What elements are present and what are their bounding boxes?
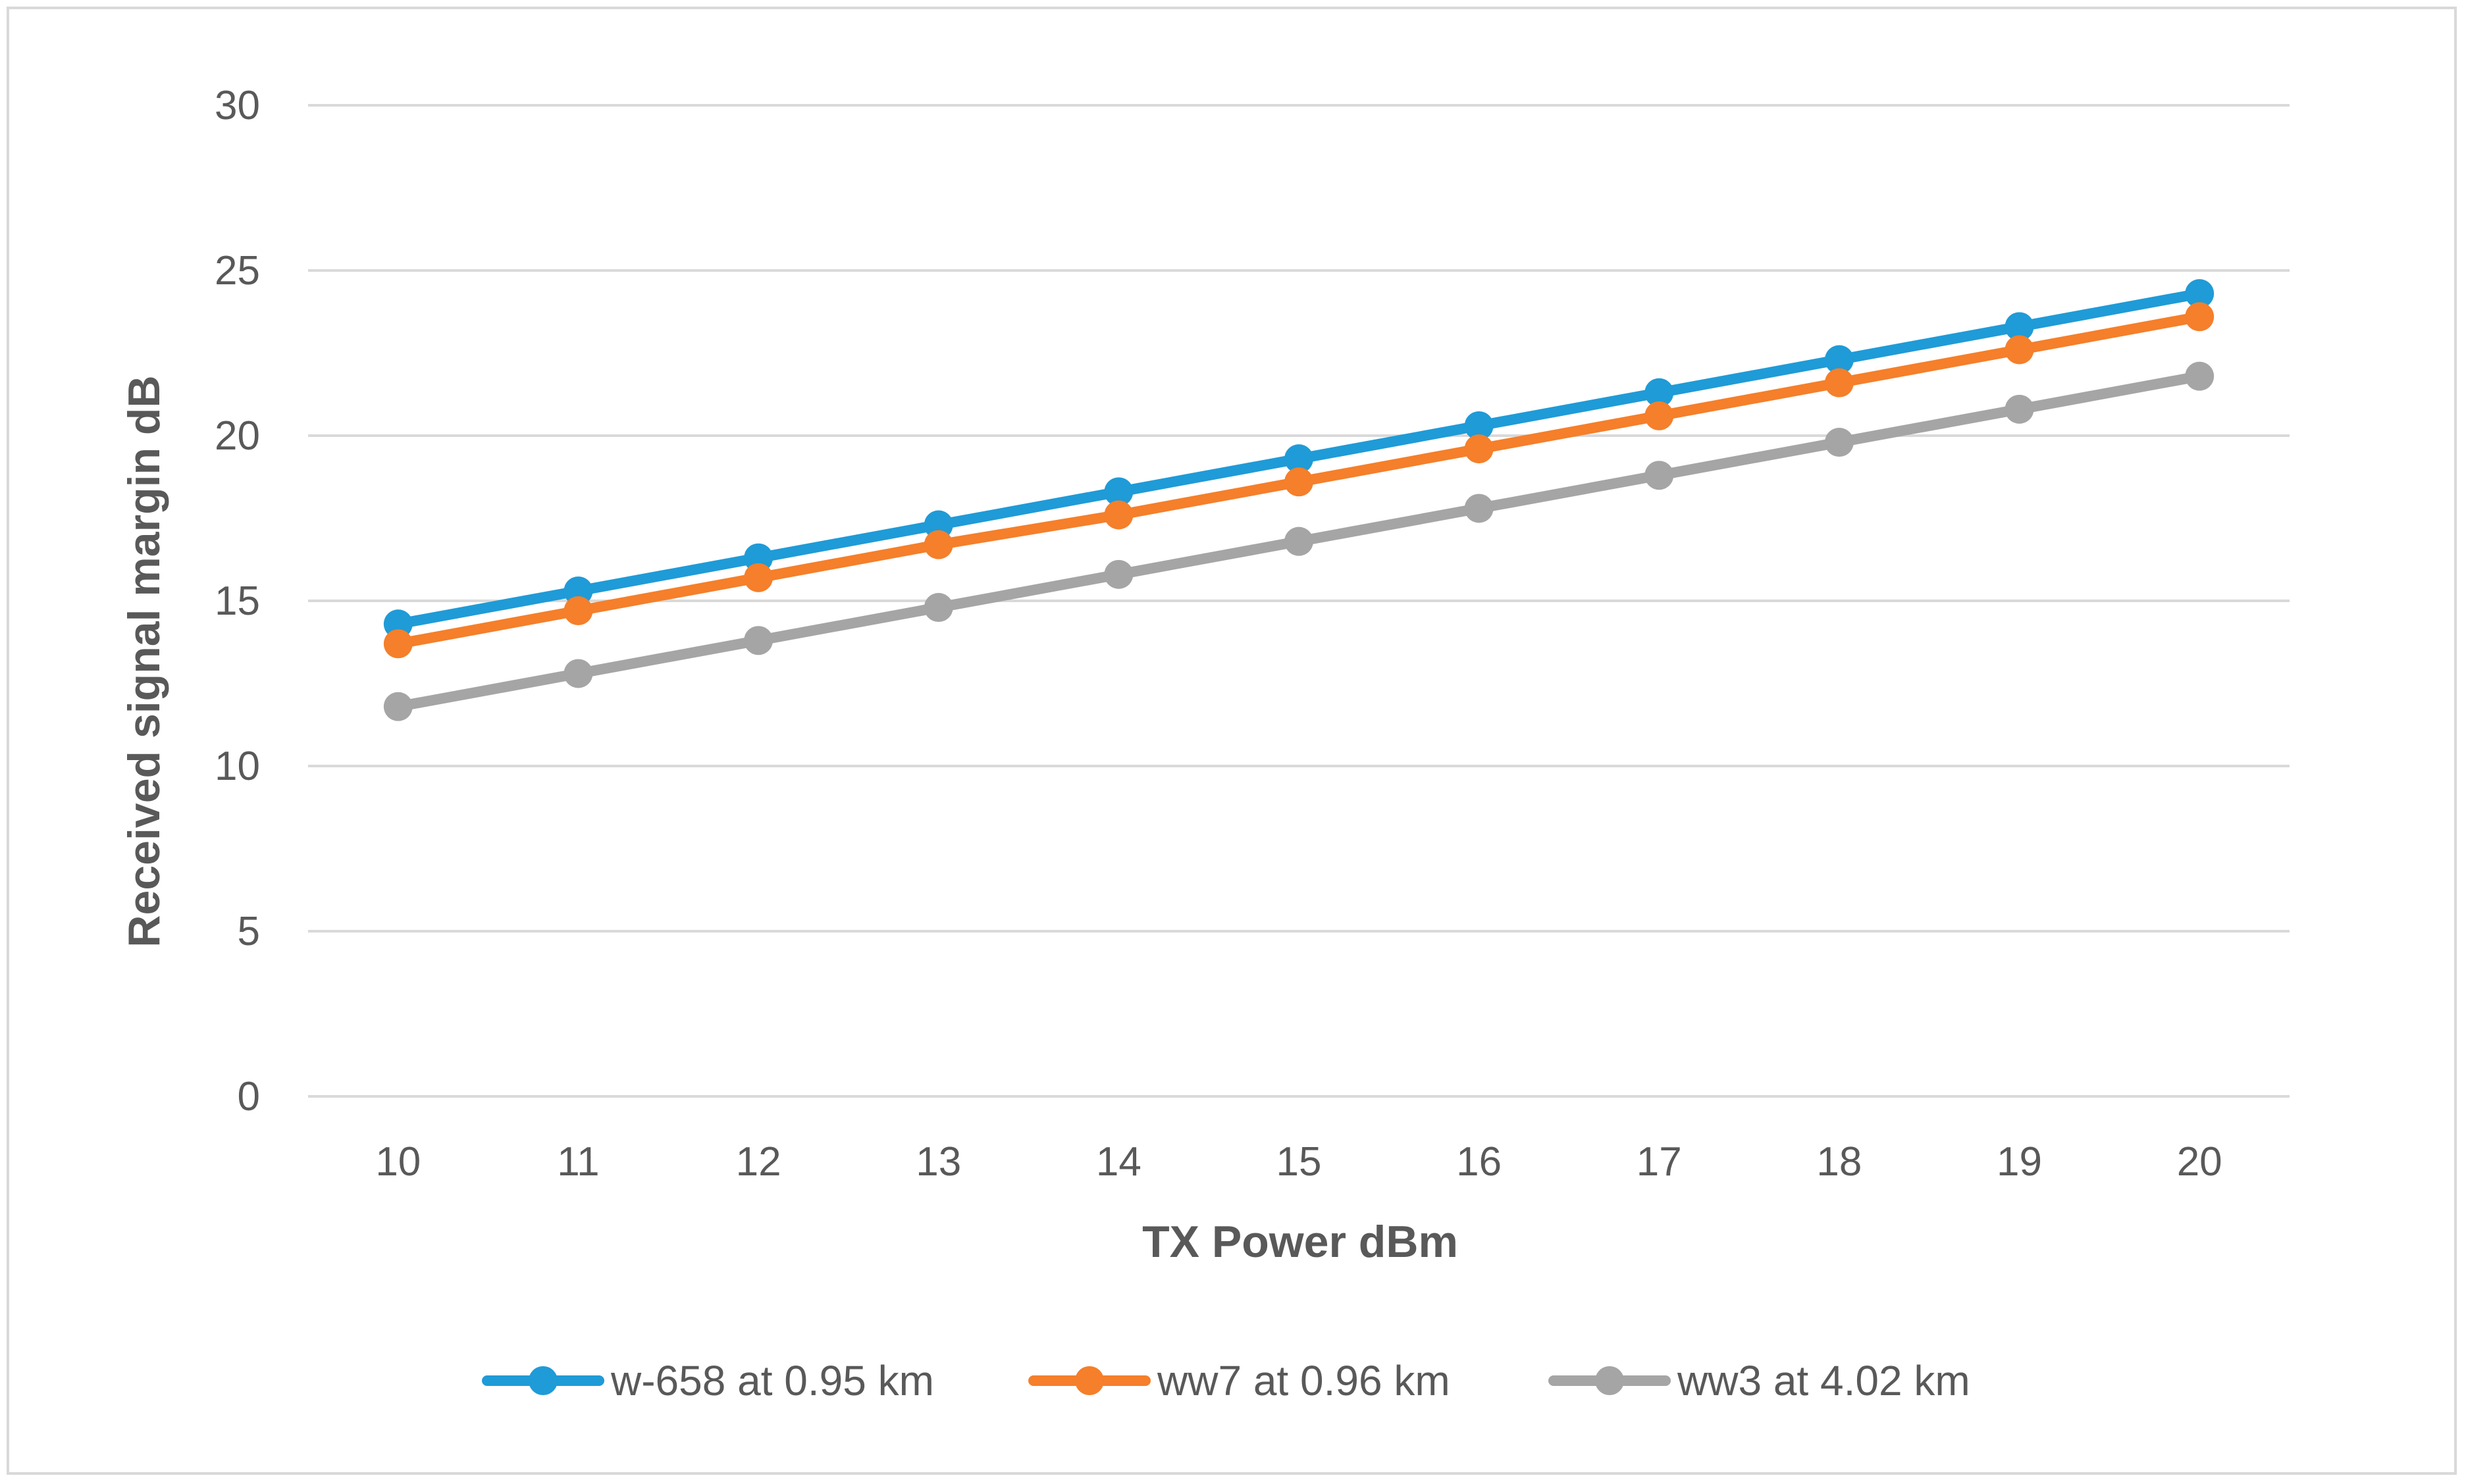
data-point [1824, 345, 1854, 374]
y-tick-label: 15 [215, 578, 260, 624]
y-tick-label: 30 [215, 83, 260, 128]
data-point [2005, 394, 2034, 424]
x-axis-title: TX Power dBm [1142, 1217, 1458, 1267]
x-tick-label: 10 [375, 1139, 421, 1185]
chart-frame [7, 7, 2457, 1475]
series-lines [383, 279, 2215, 721]
legend-item: ww7 at 0.96 km [1028, 1357, 1450, 1404]
data-point [744, 543, 774, 573]
data-point [2185, 279, 2215, 309]
data-point [1464, 411, 1494, 440]
data-point [383, 692, 413, 721]
x-tick-label: 15 [1276, 1139, 1322, 1185]
legend-item: ww3 at 4.02 km [1548, 1357, 1970, 1404]
data-point [1644, 401, 1674, 430]
data-point [2185, 302, 2215, 332]
x-tick-label: 12 [736, 1139, 781, 1185]
x-tick-label: 11 [557, 1139, 599, 1185]
data-point [924, 593, 953, 623]
series-3 [383, 361, 2215, 721]
legend-label: w-658 at 0.95 km [610, 1357, 934, 1404]
data-point [1284, 444, 1313, 474]
x-tick-label: 13 [916, 1139, 961, 1185]
data-point [564, 596, 593, 626]
data-point [1104, 559, 1134, 589]
series-1 [383, 279, 2215, 639]
data-point [383, 609, 413, 639]
legend-marker [1075, 1366, 1104, 1395]
data-point [1284, 526, 1313, 556]
data-point [1464, 494, 1494, 523]
x-tick-label: 17 [1637, 1139, 1682, 1185]
data-point [1284, 467, 1313, 497]
legend-marker [1595, 1366, 1624, 1395]
y-axis-title: Received signal margin dB [119, 375, 169, 947]
data-point [564, 576, 593, 605]
legend-item: w-658 at 0.95 km [482, 1357, 934, 1404]
data-point [924, 510, 953, 540]
data-point [2185, 361, 2215, 391]
data-point [1824, 368, 1854, 397]
data-point [744, 626, 774, 655]
series-2 [383, 302, 2215, 659]
y-axis-ticks: 0 5 10 15 20 25 30 [215, 83, 260, 1119]
data-point [1644, 461, 1674, 490]
data-point [564, 659, 593, 688]
data-point [744, 563, 774, 592]
data-point [2005, 312, 2034, 342]
x-tick-label: 14 [1096, 1139, 1141, 1185]
x-tick-label: 19 [1997, 1139, 2042, 1185]
x-tick-label: 20 [2177, 1139, 2222, 1185]
x-tick-label: 18 [1816, 1139, 1862, 1185]
data-point [383, 629, 413, 659]
data-point [1644, 378, 1674, 407]
data-point [1464, 434, 1494, 464]
legend-label: ww3 at 4.02 km [1677, 1357, 1970, 1404]
gridlines [308, 104, 2290, 1098]
data-point [1104, 500, 1134, 530]
y-tick-label: 5 [238, 909, 260, 954]
data-point [924, 530, 953, 559]
y-tick-label: 0 [238, 1074, 260, 1119]
y-tick-label: 20 [215, 413, 260, 459]
y-tick-label: 25 [215, 248, 260, 294]
legend: w-658 at 0.95 km ww7 at 0.96 km ww3 at 4.0… [482, 1357, 1970, 1404]
data-point [1824, 428, 1854, 457]
x-axis-ticks: 10 11 12 13 14 15 16 17 18 19 20 [375, 1139, 2222, 1185]
y-tick-label: 10 [215, 744, 260, 789]
x-tick-label: 16 [1456, 1139, 1502, 1185]
data-point [1104, 477, 1134, 507]
data-point [2005, 335, 2034, 365]
legend-marker [529, 1366, 558, 1395]
legend-label: ww7 at 0.96 km [1157, 1357, 1450, 1404]
